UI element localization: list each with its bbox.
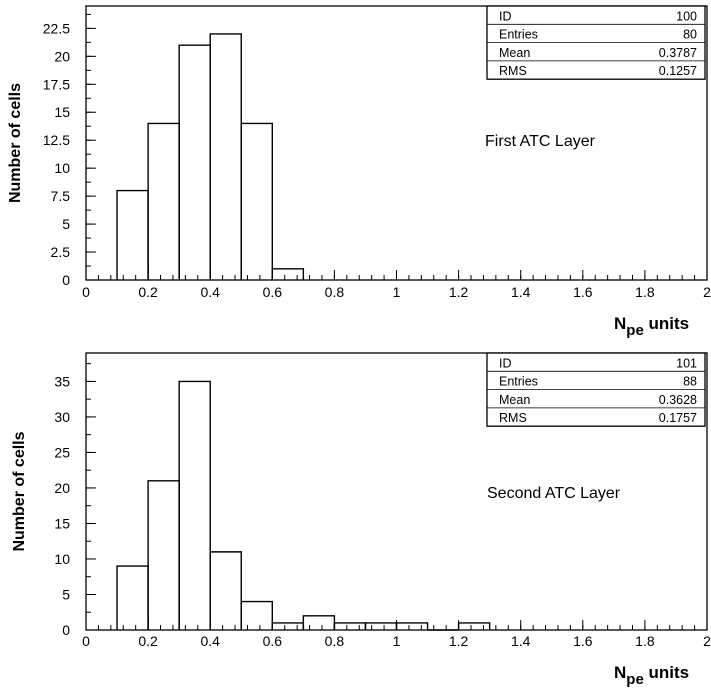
stats-label: ID [499, 356, 512, 370]
y-axis-label: Number of cells [7, 83, 24, 203]
y-tick-label: 15 [54, 104, 70, 120]
stats-label: RMS [499, 411, 527, 425]
stats-value: 101 [676, 356, 697, 370]
histogram-bin [116, 189, 149, 280]
x-tick-label: 0.2 [138, 284, 158, 300]
y-tick-label: 17.5 [43, 76, 70, 92]
x-tick-label: 1.8 [635, 633, 655, 649]
y-tick-label: 20 [54, 480, 70, 496]
histogram-bin [147, 122, 180, 280]
histogram-bin [209, 551, 242, 630]
histogram-bin [457, 622, 491, 630]
x-tick-label: 0.8 [325, 633, 345, 649]
x-tick-label: 1.2 [449, 633, 469, 649]
histogram-bin [333, 622, 367, 630]
y-tick-label: 10 [54, 551, 70, 567]
stats-value: 80 [683, 28, 697, 42]
y-tick-label: 2.5 [51, 244, 71, 260]
x-tick-label: 0.2 [138, 633, 158, 649]
histogram-bin [240, 600, 273, 630]
stats-value: 100 [676, 9, 697, 23]
y-axis-label: Number of cells [11, 431, 28, 551]
x-tick-label: 1.2 [449, 284, 469, 300]
stats-label: Entries [499, 375, 538, 389]
stats-label: ID [499, 9, 512, 23]
x-tick-label: 0 [82, 284, 90, 300]
stats-value: 0.3787 [659, 46, 697, 60]
stats-value: 0.1257 [659, 64, 697, 78]
x-tick-label: 2 [703, 284, 711, 300]
x-axis-label: Npe units [614, 663, 689, 688]
stats-label: Mean [499, 393, 530, 407]
histogram-bin [240, 122, 273, 280]
x-tick-label: 0.6 [263, 284, 283, 300]
y-tick-label: 7.5 [51, 188, 71, 204]
histogram-bin [271, 622, 305, 630]
histogram-bin [116, 565, 149, 630]
layer-annotation: Second ATC Layer [487, 485, 621, 502]
stats-value: 88 [683, 375, 697, 389]
x-tick-label: 1 [393, 633, 401, 649]
y-tick-label: 35 [54, 373, 70, 389]
layer-annotation: First ATC Layer [485, 133, 596, 150]
y-tick-label: 30 [54, 409, 70, 425]
stats-label: Entries [499, 28, 538, 42]
x-tick-label: 1.4 [511, 633, 531, 649]
x-tick-label: 0 [82, 633, 90, 649]
histogram-bin [178, 380, 211, 630]
x-axis-label: Npe units [614, 314, 689, 339]
y-tick-label: 5 [62, 216, 70, 232]
x-axis-label-subscript: pe [626, 322, 644, 339]
y-tick-label: 0 [62, 272, 70, 288]
x-tick-label: 1.8 [635, 284, 655, 300]
y-tick-label: 0 [62, 622, 70, 638]
histogram-bin [395, 622, 429, 630]
y-tick-label: 25 [54, 444, 70, 460]
stats-label: RMS [499, 64, 527, 78]
y-tick-label: 20 [54, 48, 70, 64]
histogram-bin [147, 480, 180, 630]
stats-label: Mean [499, 46, 530, 60]
histogram-bin [302, 615, 336, 630]
histogram-bin [178, 44, 211, 280]
x-axis-label-subscript: pe [626, 671, 644, 688]
x-tick-label: 0.6 [263, 633, 283, 649]
y-tick-label: 12.5 [43, 132, 70, 148]
y-tick-label: 22.5 [43, 20, 70, 36]
x-tick-label: 0.8 [325, 284, 345, 300]
y-tick-label: 5 [62, 586, 70, 602]
stats-value: 0.3628 [659, 393, 697, 407]
x-axis-label-main: N [614, 663, 626, 682]
stats-value: 0.1757 [659, 411, 697, 425]
y-tick-label: 10 [54, 160, 70, 176]
y-tick-label: 15 [54, 515, 70, 531]
x-tick-label: 1.6 [573, 284, 593, 300]
x-tick-label: 1 [393, 284, 401, 300]
histogram-bin [209, 33, 242, 280]
histogram-bin [364, 622, 398, 630]
histogram-bin [271, 268, 305, 280]
x-tick-label: 2 [703, 633, 711, 649]
x-tick-label: 0.4 [200, 633, 220, 649]
x-tick-label: 0.4 [200, 284, 220, 300]
x-axis-label-units: units [644, 314, 689, 333]
x-tick-label: 1.4 [511, 284, 531, 300]
second-layer-histogram-panel: 0 0.2 0.4 0.6 0.8 1 1.2 1.4 1.6 1.8 20510152025303… [11, 352, 711, 688]
x-tick-label: 1.6 [573, 633, 593, 649]
first-layer-histogram-panel: 0 0.2 0.4 0.6 0.8 1 1.2 1.4 1.6 1.8 202.557.51012.… [7, 5, 711, 339]
x-axis-label-units: units [644, 663, 689, 682]
x-axis-label-main: N [614, 314, 626, 333]
